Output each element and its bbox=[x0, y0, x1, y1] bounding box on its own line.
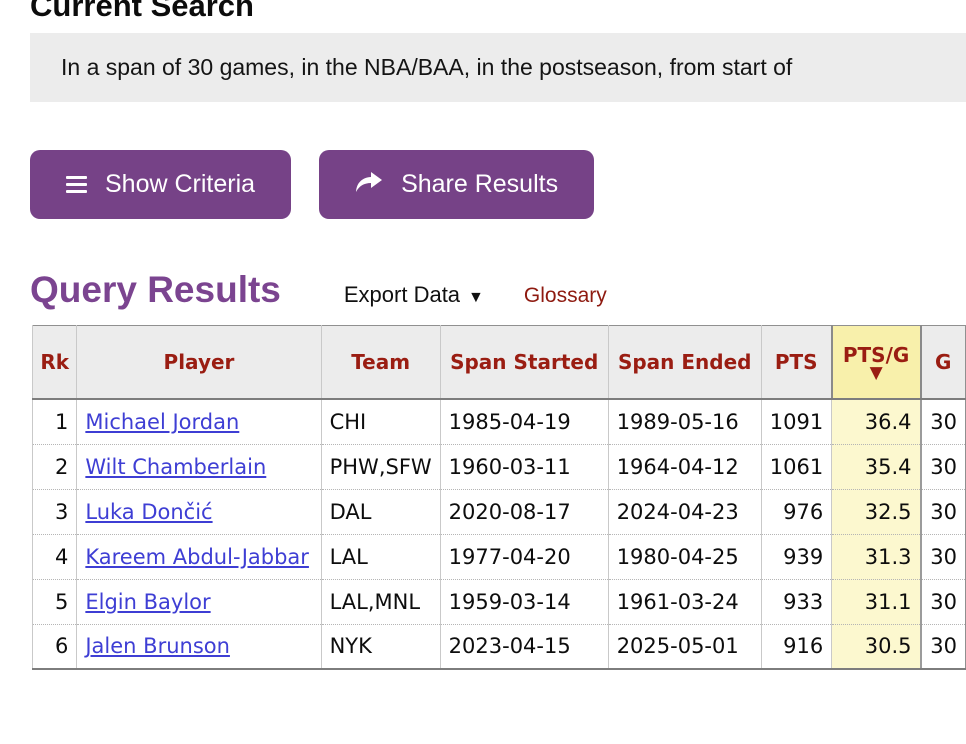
cell-rk: 5 bbox=[31, 578, 77, 625]
table-row: 3 Luka Dončić DAL 2020-08-17 2024-04-23 … bbox=[31, 488, 966, 535]
caret-down-icon: ▼ bbox=[468, 288, 484, 306]
header-player[interactable]: Player bbox=[76, 325, 322, 401]
table-row: 5 Elgin Baylor LAL,MNL 1959-03-14 1961-0… bbox=[31, 578, 966, 625]
share-results-label: Share Results bbox=[401, 169, 559, 198]
show-criteria-button[interactable]: Show Criteria bbox=[30, 149, 292, 219]
results-table-container: Rk Player Team Span Started Span Ended P… bbox=[31, 324, 966, 671]
cell-span-started: 1985-04-19 bbox=[439, 399, 609, 445]
cell-pts-g: 30.5 bbox=[831, 623, 922, 671]
cell-g: 30 bbox=[920, 399, 966, 445]
action-button-row: Show Criteria Share Results bbox=[30, 149, 966, 219]
share-results-button[interactable]: Share Results bbox=[319, 149, 595, 219]
header-team[interactable]: Team bbox=[320, 325, 441, 401]
cell-pts-g: 32.5 bbox=[831, 488, 922, 535]
header-span-started[interactable]: Span Started bbox=[439, 325, 609, 401]
player-link[interactable]: Wilt Chamberlain bbox=[85, 454, 267, 479]
cell-span-started: 1977-04-20 bbox=[439, 533, 609, 580]
cell-pts: 933 bbox=[760, 578, 832, 625]
cell-span-started: 1959-03-14 bbox=[439, 578, 609, 625]
cell-pts: 1061 bbox=[760, 443, 832, 490]
table-row: 1 Michael Jordan CHI 1985-04-19 1989-05-… bbox=[31, 399, 966, 445]
table-row: 2 Wilt Chamberlain PHW,SFW 1960-03-11 19… bbox=[31, 443, 966, 490]
cell-g: 30 bbox=[920, 533, 966, 580]
cell-rk: 3 bbox=[31, 488, 77, 535]
cell-player: Wilt Chamberlain bbox=[76, 443, 322, 490]
show-criteria-label: Show Criteria bbox=[105, 169, 256, 198]
menu-icon bbox=[66, 175, 87, 193]
cell-pts-g: 36.4 bbox=[831, 399, 922, 445]
header-span-ended[interactable]: Span Ended bbox=[607, 325, 762, 401]
query-results-title: Query Results bbox=[30, 268, 281, 310]
cell-span-started: 2020-08-17 bbox=[439, 488, 609, 535]
player-link[interactable]: Elgin Baylor bbox=[85, 589, 211, 614]
cell-pts-g: 35.4 bbox=[831, 443, 922, 490]
cell-team: LAL,MNL bbox=[320, 578, 441, 625]
export-data-dropdown[interactable]: Export Data ▼ bbox=[344, 282, 484, 308]
cell-g: 30 bbox=[920, 623, 966, 671]
export-data-label: Export Data bbox=[343, 281, 461, 307]
cell-pts: 939 bbox=[760, 533, 832, 580]
cell-pts-g: 31.3 bbox=[831, 533, 922, 580]
share-icon bbox=[355, 171, 383, 197]
table-row: 6 Jalen Brunson NYK 2023-04-15 2025-05-0… bbox=[31, 623, 966, 671]
cell-pts: 916 bbox=[760, 623, 832, 671]
cell-pts-g: 31.1 bbox=[831, 578, 922, 625]
cell-span-started: 2023-04-15 bbox=[439, 623, 609, 671]
player-link[interactable]: Luka Dončić bbox=[85, 499, 213, 524]
cell-g: 30 bbox=[920, 488, 966, 535]
current-search-title: Current Search bbox=[30, 0, 254, 23]
cell-g: 30 bbox=[920, 443, 966, 490]
header-g[interactable]: G bbox=[920, 325, 966, 401]
search-summary-text: In a span of 30 games, in the NBA/BAA, i… bbox=[61, 53, 793, 80]
player-link[interactable]: Kareem Abdul-Jabbar bbox=[85, 544, 309, 569]
cell-team: LAL bbox=[320, 533, 441, 580]
cell-span-ended: 2024-04-23 bbox=[607, 488, 762, 535]
cell-player: Michael Jordan bbox=[76, 399, 322, 445]
cell-team: CHI bbox=[320, 399, 441, 445]
player-link[interactable]: Michael Jordan bbox=[85, 409, 240, 434]
cell-g: 30 bbox=[920, 578, 966, 625]
cell-rk: 1 bbox=[31, 399, 77, 445]
cell-team: NYK bbox=[320, 623, 441, 671]
cell-span-ended: 1961-03-24 bbox=[607, 578, 762, 625]
header-pts[interactable]: PTS bbox=[760, 325, 832, 401]
cell-player: Elgin Baylor bbox=[76, 578, 322, 625]
header-pts-g-label: PTS/G bbox=[842, 343, 910, 367]
cell-team: DAL bbox=[320, 488, 441, 535]
results-header-line: Query Results Export Data ▼ Glossary bbox=[30, 271, 966, 308]
header-pts-g-sorted[interactable]: PTS/G ▼ bbox=[830, 325, 922, 401]
cell-rk: 2 bbox=[31, 443, 77, 490]
player-link[interactable]: Jalen Brunson bbox=[85, 634, 230, 659]
table-row: 4 Kareem Abdul-Jabbar LAL 1977-04-20 198… bbox=[31, 533, 966, 580]
cell-rk: 4 bbox=[31, 533, 77, 580]
cell-span-started: 1960-03-11 bbox=[439, 443, 609, 490]
cell-team: PHW,SFW bbox=[320, 443, 441, 490]
cell-pts: 1091 bbox=[760, 399, 832, 445]
table-header-row: Rk Player Team Span Started Span Ended P… bbox=[31, 325, 966, 401]
cell-rk: 6 bbox=[31, 623, 77, 671]
header-rk[interactable]: Rk bbox=[31, 325, 77, 401]
results-table: Rk Player Team Span Started Span Ended P… bbox=[31, 324, 966, 671]
cell-pts: 976 bbox=[760, 488, 832, 535]
glossary-link[interactable]: Glossary bbox=[523, 283, 607, 307]
search-summary-bar: In a span of 30 games, in the NBA/BAA, i… bbox=[30, 32, 966, 102]
cell-span-ended: 1980-04-25 bbox=[607, 533, 762, 580]
cell-span-ended: 1964-04-12 bbox=[607, 443, 762, 490]
sort-descending-icon: ▼ bbox=[869, 363, 883, 383]
cell-player: Luka Dončić bbox=[76, 488, 322, 535]
table-body: 1 Michael Jordan CHI 1985-04-19 1989-05-… bbox=[31, 399, 966, 671]
cell-span-ended: 1989-05-16 bbox=[607, 399, 762, 445]
cell-player: Kareem Abdul-Jabbar bbox=[76, 533, 322, 580]
cell-player: Jalen Brunson bbox=[76, 623, 322, 671]
cell-span-ended: 2025-05-01 bbox=[607, 623, 762, 671]
